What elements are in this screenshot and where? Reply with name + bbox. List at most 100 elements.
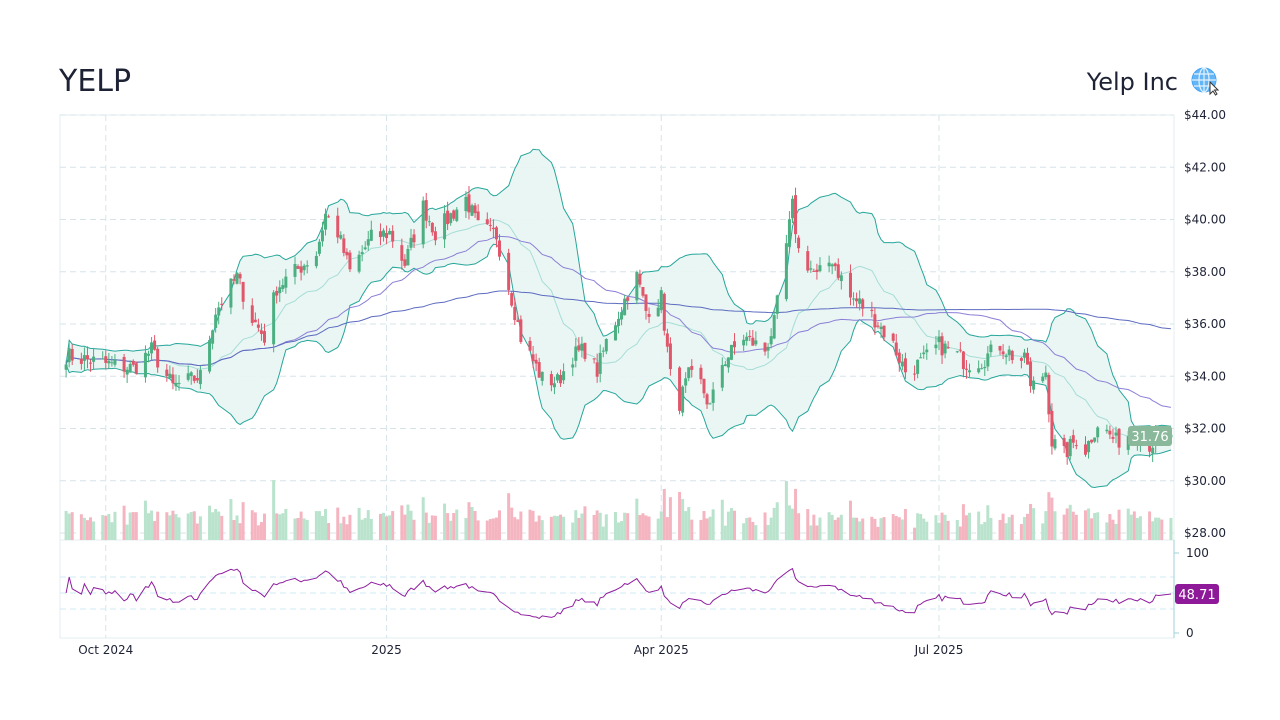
volume-bar <box>113 511 117 540</box>
candle-body <box>815 269 819 273</box>
candle-body <box>1093 437 1097 442</box>
price-tick-label: $42.00 <box>1184 160 1226 174</box>
volume-bar <box>1087 508 1091 540</box>
volume-bar <box>998 519 1002 540</box>
volume-bar <box>555 516 559 540</box>
volume-bar <box>775 502 779 540</box>
candle-body <box>958 349 962 351</box>
volume-bar <box>806 509 810 540</box>
candle-body <box>534 359 538 364</box>
volume-bar <box>897 517 901 540</box>
volume-bar <box>1132 511 1136 540</box>
volume-bar <box>690 519 694 540</box>
candle-body <box>464 196 468 212</box>
candle-body <box>299 266 303 273</box>
candle-body <box>998 346 1002 351</box>
volume-bar <box>1148 511 1152 540</box>
rsi-line <box>65 567 1171 619</box>
volume-bar <box>305 519 309 540</box>
volume-bar <box>317 511 321 540</box>
volume-bar <box>110 522 114 540</box>
candle-body <box>946 347 950 349</box>
candle-body <box>1151 447 1155 454</box>
candle-body <box>473 205 477 214</box>
volume-bar <box>913 527 917 540</box>
volume-bar <box>946 520 950 540</box>
volume-bar <box>784 481 788 540</box>
candle-body <box>104 356 108 363</box>
candle-body <box>537 362 541 378</box>
candle-body <box>897 352 901 363</box>
candle-body <box>549 374 553 386</box>
volume-bar <box>467 502 471 540</box>
volume-bar <box>1126 508 1130 540</box>
candle-body <box>433 231 437 241</box>
price-tick-label: $38.00 <box>1184 265 1226 279</box>
volume-bar <box>919 514 923 540</box>
candle-body <box>113 359 117 365</box>
candle-body <box>488 224 492 226</box>
candle-body <box>67 348 71 363</box>
volume-bar <box>552 515 556 540</box>
price-tick-label: $44.00 <box>1184 108 1226 122</box>
candle-body <box>427 221 431 223</box>
volume-bar <box>189 512 193 540</box>
candle-body <box>787 219 791 247</box>
candle-body <box>934 344 938 349</box>
volume-bar <box>1050 497 1054 540</box>
candle-body <box>562 371 566 381</box>
volume-bar <box>403 514 407 540</box>
volume-bar <box>848 500 852 540</box>
volume-bar <box>131 512 135 540</box>
volume-bar <box>891 514 895 540</box>
volume-bar <box>705 518 709 540</box>
candle-body <box>122 356 126 372</box>
volume-bar <box>687 507 691 540</box>
volume-bar <box>1160 519 1164 540</box>
volume-bar <box>400 505 404 540</box>
candle-body <box>986 353 990 367</box>
volume-bar <box>1022 517 1026 540</box>
candle-body <box>385 232 389 238</box>
volume-bar <box>79 514 83 540</box>
volume-bar <box>89 517 93 540</box>
volume-bar <box>470 506 474 540</box>
volume-bar <box>769 517 773 540</box>
candle-body <box>775 295 779 314</box>
candle-body <box>275 290 279 296</box>
candle-body <box>797 237 801 249</box>
candle-body <box>272 292 276 345</box>
volume-bar <box>348 514 352 540</box>
candle-body <box>540 371 544 381</box>
candle-body <box>620 312 624 320</box>
volume-bar <box>107 514 111 540</box>
candle-body <box>360 252 364 255</box>
candle-body <box>143 352 147 378</box>
candle-body <box>784 243 788 300</box>
volume-bar <box>1044 511 1048 540</box>
candle-body <box>980 368 984 370</box>
candle-body <box>711 389 715 403</box>
candle-body <box>363 247 367 250</box>
globe-icon[interactable] <box>1190 66 1220 96</box>
volume-bar <box>208 505 212 540</box>
volume-bar <box>943 514 947 540</box>
volume-bar <box>449 520 453 540</box>
volume-bar <box>647 516 651 540</box>
volume-bar <box>153 521 157 540</box>
candle-body <box>583 342 587 359</box>
candle-body <box>467 194 471 213</box>
candle-body <box>1010 350 1014 361</box>
candle-body <box>250 305 254 323</box>
volume-bar <box>1114 523 1118 540</box>
candle-body <box>873 314 877 328</box>
candle-body <box>516 320 520 322</box>
volume-bar <box>1108 514 1112 540</box>
candle-body <box>638 273 642 285</box>
candle-body <box>806 251 810 271</box>
volume-bar <box>620 521 624 540</box>
candle-body <box>937 336 941 343</box>
candle-body <box>357 254 361 272</box>
volume-bar <box>220 515 224 540</box>
